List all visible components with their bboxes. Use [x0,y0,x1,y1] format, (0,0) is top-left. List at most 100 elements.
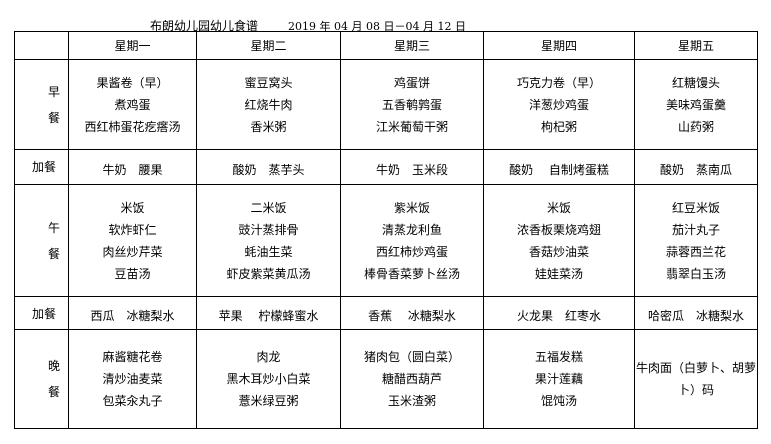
menu-cell: 果酱卷（早） 煮鸡蛋西红柿蛋花疙瘩汤 [68,59,197,150]
dish: 薏米绿豆粥 [238,394,299,408]
meal-label: 晚餐 [14,329,69,429]
menu-cell: 哈密瓜 冰糖梨水 [634,296,758,330]
menu-cell: 鸡蛋饼五香鹌鹑蛋江米葡萄干粥 [340,59,484,150]
dish: 火龙果 红枣水 [516,309,601,323]
dish: 紫米饭 [393,200,430,215]
menu-cell: 红豆米饭 茄汁丸子 蒜蓉西兰花 翡翠白玉汤 [634,184,758,297]
menu-cell: 牛肉面（白萝卜、胡萝 卜）码 [634,329,758,429]
dish: 鸡蛋饼 [393,75,430,90]
snack-row: 加餐 西瓜 冰糖梨水 苹果 柠檬蜂蜜水 香蕉 冰糖梨水 火龙果 红枣水 哈密瓜 冰糖梨水 [14,296,758,330]
dish: 米饭 [120,200,145,215]
dish: 香蕉 冰糖梨水 [368,309,456,323]
dish: 巧克力卷（早） [516,75,601,90]
dish: 豆苗汤 [114,266,151,281]
dish: 米饭 [546,200,571,215]
dish: 煮鸡蛋 [114,97,151,112]
dish: 玉米渣粥 [387,394,436,408]
dish: 西红柿蛋花疙瘩汤 [84,119,181,134]
dish: 果酱卷（早） [96,75,169,90]
menu-cell: 五福发糕果汁莲藕馄饨汤 [483,329,635,429]
dish: 哈密瓜 冰糖梨水 [647,309,744,323]
document-title: 布朗幼儿园幼儿食谱 2019 年 04 月 08 日－04 月 12 日 [150,17,466,34]
day-header: 星期三 [340,31,484,60]
menu-cell: 蜜豆窝头 红烧牛肉 香米粥 [196,59,341,150]
dish: 酸奶 蒸南瓜 [659,163,732,177]
dish: 肉龙 [256,350,281,364]
meal-label: 加餐 [14,149,69,185]
dish: 苹果 柠檬蜂蜜水 [218,309,319,323]
meal-label-text: 餐 [47,385,60,399]
menu-cell: 紫米饭 清蒸龙利鱼 西红柿炒鸡蛋 棒骨香菜萝卜丝汤 [340,184,484,297]
menu-cell: 红糖馒头 美味鸡蛋羹 山药粥 [634,59,758,150]
dish: 糖醋西葫芦 [381,372,442,386]
dish: 卜）码 [677,383,714,397]
weekly-menu-table: 星期一 星期二 星期三 星期四 星期五 早餐 果酱卷（早） 煮鸡蛋西红柿蛋花疙瘩汤 蜜… [14,31,758,429]
menu-cell: 米饭 软炸虾仁 肉丝炒芹菜 豆苗汤 [68,184,197,297]
meal-label-text: 餐 [47,110,60,125]
dish: 香菇炒油菜 [528,244,589,259]
menu-cell: 猪肉包（圆白菜） 糖醋西葫芦玉米渣粥 [340,329,484,429]
dish: 五香鹌鹑蛋 [381,97,442,112]
meal-row: 午餐米饭 软炸虾仁 肉丝炒芹菜 豆苗汤 二米饭 豉汁蒸排骨 蚝油生菜 虾皮紫菜黄瓜汤 紫米饭 清蒸… [14,184,758,297]
meal-row: 早餐果酱卷（早） 煮鸡蛋 西红柿蛋花疙瘩汤 蜜豆窝头 红烧牛肉 香米粥 鸡蛋饼 五香鹌鹑蛋 江米… [14,59,758,150]
meal-label: 早餐 [14,59,69,150]
dish: 洋葱炒鸡蛋 [528,97,589,112]
meal-label-text: 餐 [47,246,60,261]
dish: 山药粥 [677,119,714,134]
dish: 包菜汆丸子 [102,394,163,408]
dish: 西红柿炒鸡蛋 [375,244,448,259]
dish: 美味鸡蛋羹 [665,97,726,112]
meal-label: 加餐 [14,296,69,330]
dish: 茄汁丸子 [671,222,720,237]
dish: 酸奶 蒸芋头 [232,163,305,177]
date-range: 2019 年 04 月 08 日－04 月 12 日 [288,20,466,33]
dish: 酸奶 自制烤蛋糕 [509,163,609,177]
dish: 黑木耳炒小白菜 [226,372,311,386]
meal-row: 晚餐麻酱糖花卷 清炒油麦菜 包菜汆丸子 肉龙 黑木耳炒小白菜 薏米绿豆粥 猪肉包（圆白菜）糖… [14,329,758,429]
dish: 蒜蓉西兰花 [665,244,726,259]
menu-title: 布朗幼儿园幼儿食谱 [150,19,259,33]
menu-cell: 火龙果 红枣水 [483,296,635,330]
menu-cell: 酸奶 蒸芋头 [196,149,341,185]
dish: 蜜豆窝头 [244,75,293,90]
dish: 浓香板栗烧鸡翅 [516,222,601,237]
meal-label-text: 晚 [47,359,60,373]
dish: 二米饭 [250,200,287,215]
menu-cell: 麻酱糖花卷清炒油麦菜包菜汆丸子 [68,329,197,429]
dish: 五福发糕 [534,350,583,364]
menu-cell: 牛奶 玉米段 [340,149,484,185]
dish: 馄饨汤 [540,394,577,408]
dish: 牛奶 玉米段 [375,163,448,177]
corner-cell [14,31,69,60]
menu-cell: 酸奶 蒸南瓜 [634,149,758,185]
snack-row: 加餐 牛奶 腰果 酸奶 蒸芋头 牛奶 玉米段 酸奶 自制烤蛋糕 酸奶 蒸南瓜 [14,149,758,185]
menu-cell: 西瓜 冰糖梨水 [68,296,197,330]
meal-label-text: 加餐 [32,307,57,321]
meal-label-text: 加餐 [32,160,57,174]
dish: 蚝油生菜 [244,244,293,259]
menu-cell: 二米饭 豉汁蒸排骨 蚝油生菜 虾皮紫菜黄瓜汤 [196,184,341,297]
menu-cell: 巧克力卷（早） 洋葱炒鸡蛋枸杞粥 [483,59,635,150]
header-row: 星期一 星期二 星期三 星期四 星期五 [14,31,758,60]
dish: 红豆米饭 [671,200,720,215]
dish: 麻酱糖花卷 [102,350,163,364]
menu-cell: 米饭 浓香板栗烧鸡翅 香菇炒油菜 娃娃菜汤 [483,184,635,297]
dish: 果汁莲藕 [534,372,583,386]
menu-cell: 酸奶 自制烤蛋糕 [483,149,635,185]
menu-cell: 牛奶 腰果 [68,149,197,185]
dish: 红烧牛肉 [244,97,293,112]
menu-cell: 苹果 柠檬蜂蜜水 [196,296,341,330]
dish: 西瓜 冰糖梨水 [90,309,175,323]
day-header: 星期五 [634,31,758,60]
dish: 豉汁蒸排骨 [238,222,299,237]
meal-label-text: 午 [47,220,60,235]
day-header: 星期一 [68,31,197,60]
dish: 清炒油麦菜 [102,372,163,386]
menu-cell: 香蕉 冰糖梨水 [340,296,484,330]
day-header: 星期四 [483,31,635,60]
day-header: 星期二 [196,31,341,60]
dish: 牛肉面（白萝卜、胡萝 [635,361,756,375]
dish: 江米葡萄干粥 [375,119,448,134]
dish: 猪肉包（圆白菜） [363,350,460,364]
dish: 枸杞粥 [540,119,577,134]
